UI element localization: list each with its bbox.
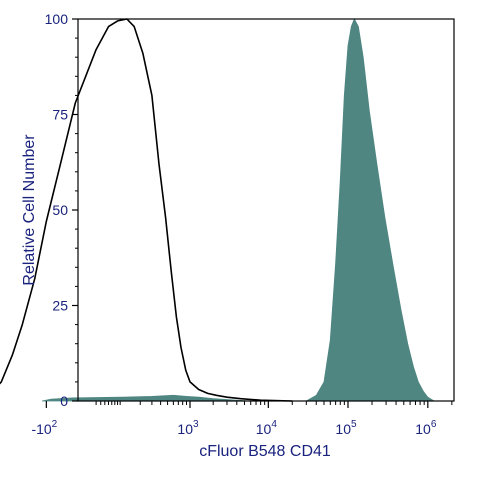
x-tick-label: -102 bbox=[31, 419, 57, 437]
y-axis-title: Relative Cell Number bbox=[21, 134, 38, 286]
x-tick-label: 103 bbox=[177, 419, 199, 437]
histogram-cd41-low-events bbox=[41, 394, 251, 402]
x-tick-label: 106 bbox=[415, 419, 437, 437]
y-tick-label: 50 bbox=[52, 202, 68, 218]
y-tick-label: 25 bbox=[52, 298, 68, 314]
histogram-unstained-outline bbox=[0, 18, 293, 402]
series-layer bbox=[0, 18, 436, 402]
x-axis-title: cFluor B548 CD41 bbox=[199, 443, 331, 460]
x-tick-label: 105 bbox=[335, 419, 357, 437]
y-tick-label: 75 bbox=[52, 107, 68, 123]
x-tick-label: 104 bbox=[256, 419, 278, 437]
y-tick-label: 0 bbox=[60, 393, 68, 409]
y-tick-label: 100 bbox=[45, 11, 69, 27]
histogram-cd41-peak bbox=[304, 18, 436, 402]
